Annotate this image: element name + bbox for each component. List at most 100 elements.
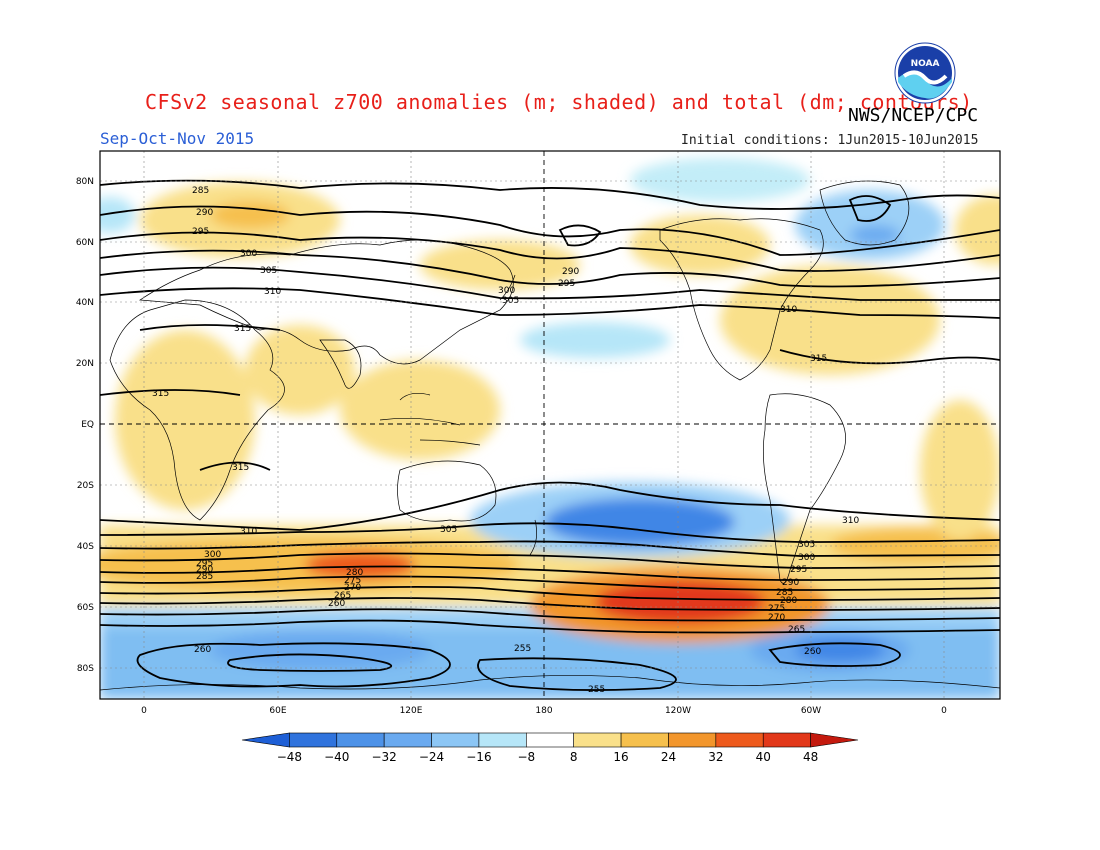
contour-255-closed (477, 657, 677, 691)
contour-label: 290 (782, 578, 799, 588)
contour-315-tropics (100, 389, 241, 396)
contour-label: 310 (240, 527, 257, 537)
lon-label-120w: 120W (665, 706, 691, 716)
coastline-south-america (762, 393, 846, 584)
colorbar-swatch (715, 732, 764, 748)
contour-label: 280 (780, 596, 797, 606)
lat-label-eq: EQ (81, 420, 94, 430)
colorbar-swatch (336, 732, 385, 748)
colorbar-label: −40 (324, 750, 349, 764)
contour-label: 315 (232, 463, 249, 473)
contour-label: 295 (192, 227, 209, 237)
anomaly-positive-siberia (420, 240, 580, 290)
colorbar-swatch (573, 732, 622, 748)
contour-label: 305 (260, 266, 277, 276)
contour-label: 265 (334, 591, 351, 601)
latitude-labels: 80N 60N 40N 20N EQ 20S 40S 60S 80S (76, 177, 94, 674)
contour-310-nh (100, 287, 1000, 319)
lon-label-0-west: 0 (141, 706, 147, 716)
contour-label: 295 (196, 559, 213, 569)
lat-label-80s: 80S (77, 664, 94, 674)
anomaly-positive-north-atlantic (720, 265, 940, 375)
colorbar-label: 48 (803, 750, 818, 764)
contour-label: 300 (798, 553, 815, 563)
contour-300-sh (100, 540, 1000, 557)
colorbar-swatch (620, 732, 669, 748)
anomaly-negative-low-80s (210, 630, 430, 670)
contour-labels: 285 290 295 300 305 310 315 315 315 310 … (152, 186, 859, 695)
lat-label-40s: 40S (77, 542, 94, 552)
map-frame (99, 150, 1001, 700)
contour-260-closed-west (136, 642, 451, 688)
contour-label: 315 (234, 324, 251, 334)
contour-label: 275 (344, 576, 361, 586)
colorbar-swatch (289, 732, 338, 748)
colorbar-swatch (526, 732, 574, 748)
colorbar: −48 −40 −32 −24 −16 −8 8 16 24 32 40 48 (241, 732, 859, 764)
contour-label: 285 (192, 186, 209, 196)
anomaly-positive-europe-edge (955, 195, 1000, 265)
colorbar-label: 24 (661, 750, 676, 764)
colorbar-label: −16 (466, 750, 491, 764)
contour-label: 260 (194, 645, 211, 655)
graticule (100, 151, 1000, 699)
contour-label: 260 (328, 599, 345, 609)
lon-label-60e: 60E (269, 706, 286, 716)
contour-label: 255 (588, 685, 605, 695)
contour-315-sh (199, 461, 271, 471)
contour-265-sh (100, 619, 1000, 634)
contour-label: 265 (788, 625, 805, 635)
colorbar-swatch (478, 732, 527, 748)
lat-label-20n: 20N (76, 359, 94, 369)
colorbar-label: −8 (517, 750, 535, 764)
coastline-australia (397, 460, 497, 522)
contour-295-nh (100, 231, 1000, 272)
contour-label: 295 (558, 279, 575, 289)
contour-label: 255 (514, 644, 531, 654)
contour-label: 310 (780, 305, 797, 315)
contour-label: 305 (502, 296, 519, 306)
contour-270-sh (100, 608, 1000, 622)
colorbar-swatch (762, 732, 811, 748)
contour-label: 315 (152, 389, 169, 399)
lat-label-20s: 20S (77, 481, 94, 491)
height-contours (100, 179, 1000, 691)
anomaly-shading (100, 151, 1000, 699)
season-label: Sep-Oct-Nov 2015 (100, 129, 255, 148)
longitude-labels: 0 60E 120E 180 120W 60W 0 (141, 706, 947, 716)
coastline-india (319, 339, 362, 389)
anomaly-negative-north-pacific (520, 322, 670, 358)
noaa-logo: NOAA (894, 42, 956, 104)
anomaly-negative-arctic (630, 158, 810, 202)
contour-label: 310 (842, 516, 859, 526)
contour-label: 285 (196, 572, 213, 582)
contour-305-sh (100, 522, 1000, 543)
coastline-indonesia (379, 393, 481, 446)
contour-label: 310 (264, 287, 281, 297)
lat-label-60n: 60N (76, 238, 94, 248)
contour-label: 300 (240, 249, 257, 259)
coastline-africa (109, 299, 285, 521)
contour-label: 290 (196, 208, 213, 218)
contour-label: 315 (810, 354, 827, 364)
contour-label: 280 (346, 568, 363, 578)
contour-305-nh (100, 266, 1000, 301)
lon-label-180: 180 (535, 706, 552, 716)
equator-dateline (100, 151, 1000, 699)
anomaly-positive-europe-core (210, 201, 290, 229)
colorbar-arrow-right (810, 732, 859, 748)
anomaly-negative-atlantic-high (100, 197, 135, 233)
colorbar-label: −32 (371, 750, 396, 764)
lat-label-40n: 40N (76, 298, 94, 308)
contour-label: 270 (344, 583, 361, 593)
contour-label: 305 (440, 525, 457, 535)
contour-low-greenland (848, 195, 892, 222)
colorbar-swatch (383, 732, 432, 748)
colorbar-arrow-left (241, 732, 290, 748)
contour-label: 295 (790, 565, 807, 575)
contour-label: 260 (804, 647, 821, 657)
contour-label: 305 (798, 540, 815, 550)
initial-conditions-label: Initial conditions: 1Jun2015-10Jun2015 (681, 133, 979, 148)
contour-285-sh (100, 575, 1000, 591)
anomaly-negative-greenland-core (850, 225, 900, 245)
